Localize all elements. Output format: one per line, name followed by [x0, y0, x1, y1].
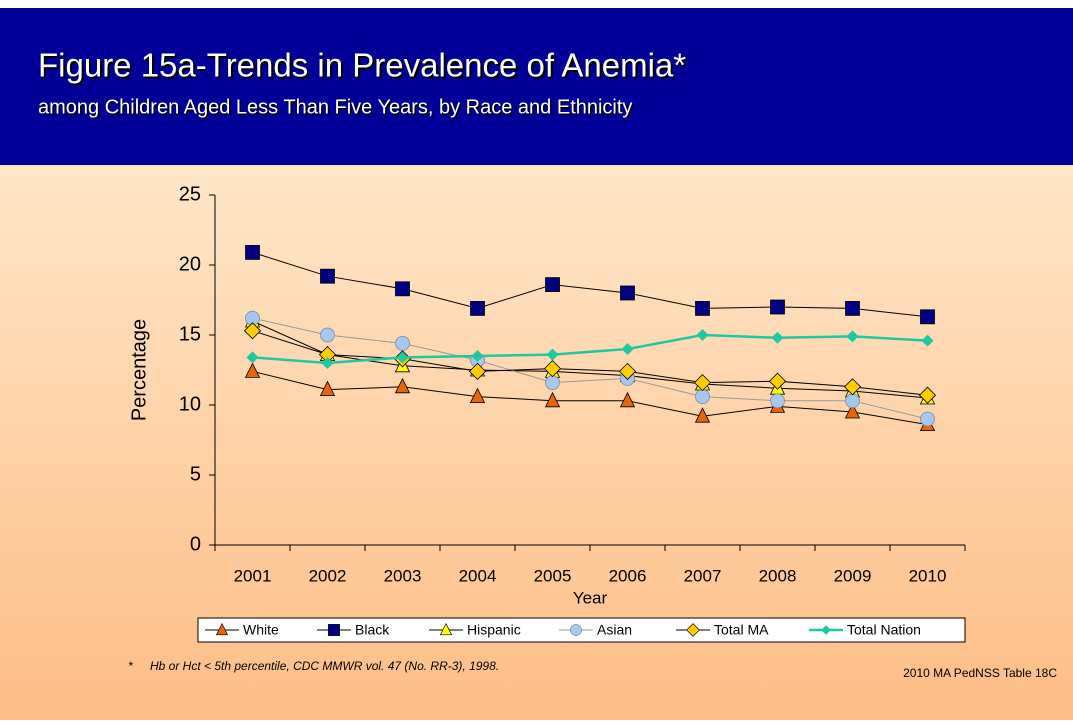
- legend-label: White: [243, 622, 279, 638]
- x-tick-label: 2009: [834, 566, 872, 585]
- source-note: 2010 MA PedNSS Table 18C: [903, 666, 1057, 680]
- data-point: [621, 343, 634, 355]
- x-axis-label: Year: [573, 588, 608, 607]
- data-point: [845, 300, 860, 316]
- data-point: [321, 357, 334, 369]
- data-point: [470, 300, 485, 316]
- data-point: [544, 391, 561, 408]
- data-point: [693, 374, 712, 392]
- data-point: [471, 350, 484, 362]
- legend-marker: [686, 623, 700, 637]
- legend-marker: [215, 622, 229, 636]
- data-point: [918, 386, 937, 404]
- footnote-symbol: *: [128, 659, 133, 673]
- title-shadow: Figure 15a-Trends in Prevalence of Anemi…: [40, 49, 688, 86]
- data-point: [618, 362, 637, 380]
- data-point: [694, 407, 711, 423]
- subtitle-shadow: among Children Aged Less Than Five Years…: [40, 98, 634, 120]
- data-point: [770, 299, 785, 315]
- data-point: [920, 309, 935, 325]
- data-point: [320, 268, 335, 284]
- data-point: [845, 393, 860, 409]
- top-border: [0, 0, 1073, 8]
- series-line: [252, 370, 928, 426]
- legend-label: Total Nation: [847, 622, 921, 638]
- x-tick-label: 2008: [759, 566, 797, 585]
- data-point: [921, 334, 934, 347]
- chart-subtitle: among Children Aged Less Than Five Years…: [38, 96, 632, 118]
- data-point: [394, 377, 411, 394]
- data-point: [620, 285, 635, 301]
- data-point: [696, 329, 709, 341]
- y-tick-label: 5: [190, 463, 201, 485]
- header-band: [0, 8, 1073, 165]
- data-point: [468, 362, 487, 380]
- data-point: [245, 244, 260, 260]
- data-point: [546, 348, 559, 361]
- x-tick-label: 2010: [909, 566, 947, 585]
- y-axis-label: Percentage: [128, 319, 150, 421]
- legend-label: Total MA: [714, 622, 769, 638]
- data-point: [243, 322, 262, 340]
- data-point: [695, 389, 710, 405]
- legend-marker: [328, 624, 340, 636]
- data-point: [396, 351, 409, 364]
- legend-marker: [439, 622, 453, 636]
- legend-marker: [570, 624, 582, 636]
- y-tick-label: 15: [179, 323, 201, 345]
- footnote: Hb or Hct < 5th percentile, CDC MMWR vol…: [150, 659, 499, 673]
- data-point: [469, 387, 486, 404]
- y-tick-label: 20: [179, 253, 201, 275]
- data-point: [545, 375, 560, 391]
- data-point: [320, 327, 335, 343]
- x-tick-label: 2005: [534, 566, 572, 585]
- data-point: [545, 277, 560, 293]
- data-point: [846, 330, 859, 343]
- y-tick-label: 0: [190, 533, 201, 555]
- data-point: [619, 391, 636, 408]
- series-line: [252, 330, 928, 396]
- series-line: [252, 251, 928, 318]
- data-point: [771, 331, 784, 344]
- data-point: [843, 378, 862, 396]
- x-tick-label: 2003: [384, 566, 422, 585]
- y-tick-label: 25: [179, 183, 201, 205]
- x-tick-label: 2006: [609, 566, 647, 585]
- chart-title: Figure 15a-Trends in Prevalence of Anemi…: [38, 47, 686, 84]
- data-point: [844, 403, 861, 419]
- x-tick-label: 2007: [684, 566, 722, 585]
- data-point: [695, 300, 710, 316]
- x-tick-label: 2004: [459, 566, 497, 585]
- data-point: [244, 362, 261, 378]
- data-point: [920, 411, 935, 427]
- y-tick-label: 10: [179, 393, 201, 415]
- legend-label: Hispanic: [467, 622, 521, 638]
- data-point: [770, 393, 785, 409]
- series-line: [252, 333, 928, 365]
- legend-label: Black: [355, 622, 390, 638]
- x-tick-label: 2002: [309, 566, 347, 585]
- data-point: [395, 281, 410, 297]
- data-point: [395, 335, 410, 351]
- data-point: [768, 372, 787, 390]
- data-point: [319, 380, 336, 397]
- series-line: [252, 317, 928, 420]
- legend-label: Asian: [597, 622, 632, 638]
- data-point: [543, 360, 562, 378]
- data-point: [246, 351, 259, 364]
- x-tick-label: 2001: [234, 566, 272, 585]
